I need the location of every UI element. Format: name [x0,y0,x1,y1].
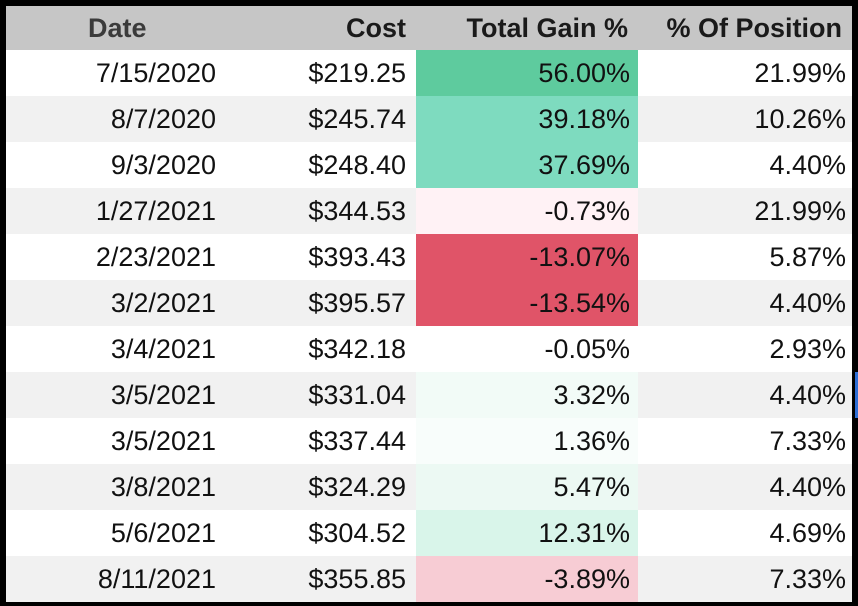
date-cell[interactable]: 3/5/2021 [6,372,232,418]
scrollbar-indicator[interactable] [855,372,858,418]
column-header-date[interactable]: Date [6,6,232,50]
table-body: 7/15/2020 $219.25 56.00% 21.99% 8/7/2020 $245… [6,50,852,602]
cost-cell[interactable]: $219.25 [232,50,416,96]
total-gain-cell[interactable]: -0.05% [416,326,638,372]
table-row[interactable]: 5/6/2021 $304.52 12.31% 4.69% [6,510,852,556]
cost-cell[interactable]: $395.57 [232,280,416,326]
header-row: Date Cost Total Gain % % Of Position [6,6,852,50]
date-cell[interactable]: 1/27/2021 [6,188,232,234]
date-cell[interactable]: 8/7/2020 [6,96,232,142]
table-row[interactable]: 2/23/2021 $393.43 -13.07% 5.87% [6,234,852,280]
cost-cell[interactable]: $393.43 [232,234,416,280]
total-gain-cell[interactable]: -13.07% [416,234,638,280]
position-cell[interactable]: 2.93% [638,326,852,372]
cost-cell[interactable]: $324.29 [232,464,416,510]
position-cell[interactable]: 4.69% [638,510,852,556]
date-cell[interactable]: 3/8/2021 [6,464,232,510]
total-gain-cell[interactable]: -0.73% [416,188,638,234]
spreadsheet-table-container: Date Cost Total Gain % % Of Position 7/1… [6,6,852,602]
position-cell[interactable]: 7.33% [638,418,852,464]
position-cell[interactable]: 4.40% [638,464,852,510]
date-cell[interactable]: 2/23/2021 [6,234,232,280]
date-cell[interactable]: 5/6/2021 [6,510,232,556]
date-cell[interactable]: 8/11/2021 [6,556,232,602]
position-cell[interactable]: 21.99% [638,188,852,234]
cost-cell[interactable]: $344.53 [232,188,416,234]
date-cell[interactable]: 3/5/2021 [6,418,232,464]
cost-cell[interactable]: $304.52 [232,510,416,556]
position-cell[interactable]: 21.99% [638,50,852,96]
table-row[interactable]: 3/5/2021 $337.44 1.36% 7.33% [6,418,852,464]
cost-cell[interactable]: $337.44 [232,418,416,464]
total-gain-cell[interactable]: -13.54% [416,280,638,326]
position-cell[interactable]: 10.26% [638,96,852,142]
total-gain-cell[interactable]: 37.69% [416,142,638,188]
total-gain-cell[interactable]: 1.36% [416,418,638,464]
position-cell[interactable]: 4.40% [638,142,852,188]
column-header-cost[interactable]: Cost [232,6,416,50]
total-gain-cell[interactable]: 12.31% [416,510,638,556]
position-cell[interactable]: 5.87% [638,234,852,280]
date-cell[interactable]: 9/3/2020 [6,142,232,188]
cost-cell[interactable]: $342.18 [232,326,416,372]
table-row[interactable]: 3/8/2021 $324.29 5.47% 4.40% [6,464,852,510]
date-cell[interactable]: 3/2/2021 [6,280,232,326]
total-gain-cell[interactable]: -3.89% [416,556,638,602]
column-header-total-gain[interactable]: Total Gain % [416,6,638,50]
date-cell[interactable]: 3/4/2021 [6,326,232,372]
table-row[interactable]: 8/11/2021 $355.85 -3.89% 7.33% [6,556,852,602]
cost-cell[interactable]: $248.40 [232,142,416,188]
position-cell[interactable]: 4.40% [638,372,852,418]
positions-table: Date Cost Total Gain % % Of Position 7/1… [6,6,852,602]
table-row[interactable]: 9/3/2020 $248.40 37.69% 4.40% [6,142,852,188]
table-row[interactable]: 7/15/2020 $219.25 56.00% 21.99% [6,50,852,96]
cost-cell[interactable]: $355.85 [232,556,416,602]
table-row[interactable]: 3/2/2021 $395.57 -13.54% 4.40% [6,280,852,326]
total-gain-cell[interactable]: 39.18% [416,96,638,142]
cost-cell[interactable]: $245.74 [232,96,416,142]
total-gain-cell[interactable]: 5.47% [416,464,638,510]
position-cell[interactable]: 4.40% [638,280,852,326]
total-gain-cell[interactable]: 56.00% [416,50,638,96]
column-header-position[interactable]: % Of Position [638,6,852,50]
date-cell[interactable]: 7/15/2020 [6,50,232,96]
table-row[interactable]: 3/5/2021 $331.04 3.32% 4.40% [6,372,852,418]
cost-cell[interactable]: $331.04 [232,372,416,418]
position-cell[interactable]: 7.33% [638,556,852,602]
table-row[interactable]: 3/4/2021 $342.18 -0.05% 2.93% [6,326,852,372]
total-gain-cell[interactable]: 3.32% [416,372,638,418]
table-row[interactable]: 8/7/2020 $245.74 39.18% 10.26% [6,96,852,142]
table-row[interactable]: 1/27/2021 $344.53 -0.73% 21.99% [6,188,852,234]
